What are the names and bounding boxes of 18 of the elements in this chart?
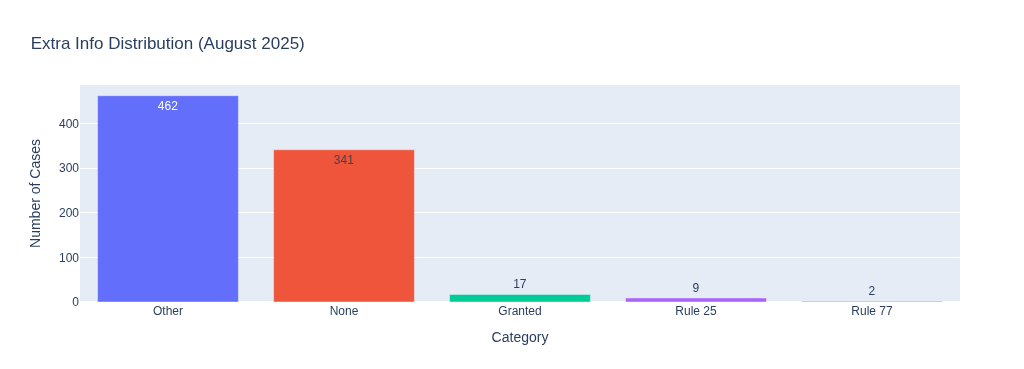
data-label: 462 [157,98,179,113]
data-label: 341 [333,152,355,167]
y-tick-label: 100 [58,250,80,265]
data-label: 17 [513,277,527,292]
y-tick-label: 0 [72,295,80,310]
data-label: 9 [692,280,700,295]
y-tick-label: 400 [58,116,80,131]
x-tick-label: Granted [498,304,542,318]
y-tick-label: 200 [58,205,80,220]
data-label: 2 [868,284,876,299]
chart-title: Extra Info Distribution (August 2025) [30,33,305,53]
x-tick-label: None [329,304,359,318]
y-axis-title: Number of Cases [26,139,43,248]
x-tick-label: Other [152,304,184,318]
x-axis-title: Category [491,329,549,346]
y-tick-label: 300 [58,161,80,176]
x-tick-label: Rule 77 [851,304,893,318]
x-tick-label: Rule 25 [675,304,717,318]
